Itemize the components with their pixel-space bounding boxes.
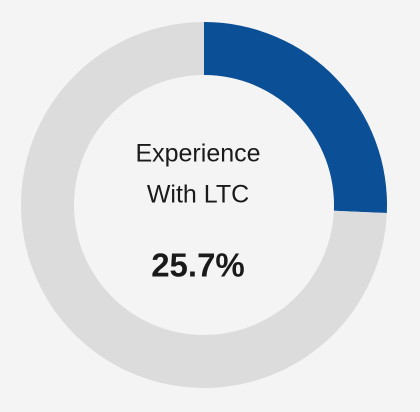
center-value: 25.7% [151,247,245,284]
donut [20,22,388,388]
center-label: With LTC [147,181,249,209]
center-label: Experience [135,140,260,168]
donut-segment [204,22,388,214]
